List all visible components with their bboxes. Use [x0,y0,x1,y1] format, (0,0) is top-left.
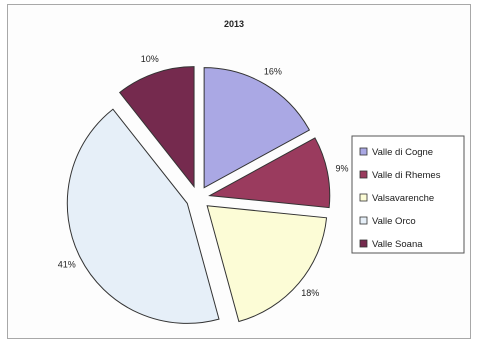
slice-label-valle-soana: 10% [141,54,159,64]
legend-swatch-valle-orco [359,216,368,225]
slice-label-valle-di-cogne: 16% [264,67,282,77]
pie-slice-valle-di-rhemes [208,137,331,209]
pie-slices [66,66,331,324]
legend-label-valle-di-cogne: Valle di Cogne [372,147,433,158]
chart-frame: 2013 16% 9% 18% 41% 10% Valle di Cogne Valle … [7,4,471,339]
legend-swatch-valle-soana [359,239,368,248]
legend-label-valle-orco: Valle Orco [372,216,416,227]
slice-label-valle-di-rhemes: 9% [336,164,349,174]
chart-title: 2013 [224,19,244,29]
slice-label-valle-orco: 41% [58,259,76,269]
legend: Valle di Cogne Valle di Rhemes Valsavarenc… [351,135,465,254]
legend-label-valle-soana: Valle Soana [372,239,423,250]
pie-slice-valle-orco [66,108,220,324]
legend-box [351,135,465,254]
legend-swatch-valle-di-cogne [359,147,368,156]
pie-slice-valle-soana [118,66,195,189]
pie-slice-valsavarenche [206,205,328,323]
legend-label-valle-di-rhemes: Valle di Rhemes [372,170,441,181]
pie-chart: 2013 16%9%18%41%10% Valle di CogneValle … [58,19,465,324]
pie-labels: 16% 9% 18% 41% 10% [58,54,349,298]
legend-label-valsavarenche: Valsavarenche [372,193,434,204]
legend-swatch-valle-di-rhemes [359,170,368,179]
slice-label-valsavarenche: 18% [301,288,319,298]
pie-slice-valle-di-cogne [203,67,311,189]
legend-swatch-valsavarenche [359,193,368,202]
